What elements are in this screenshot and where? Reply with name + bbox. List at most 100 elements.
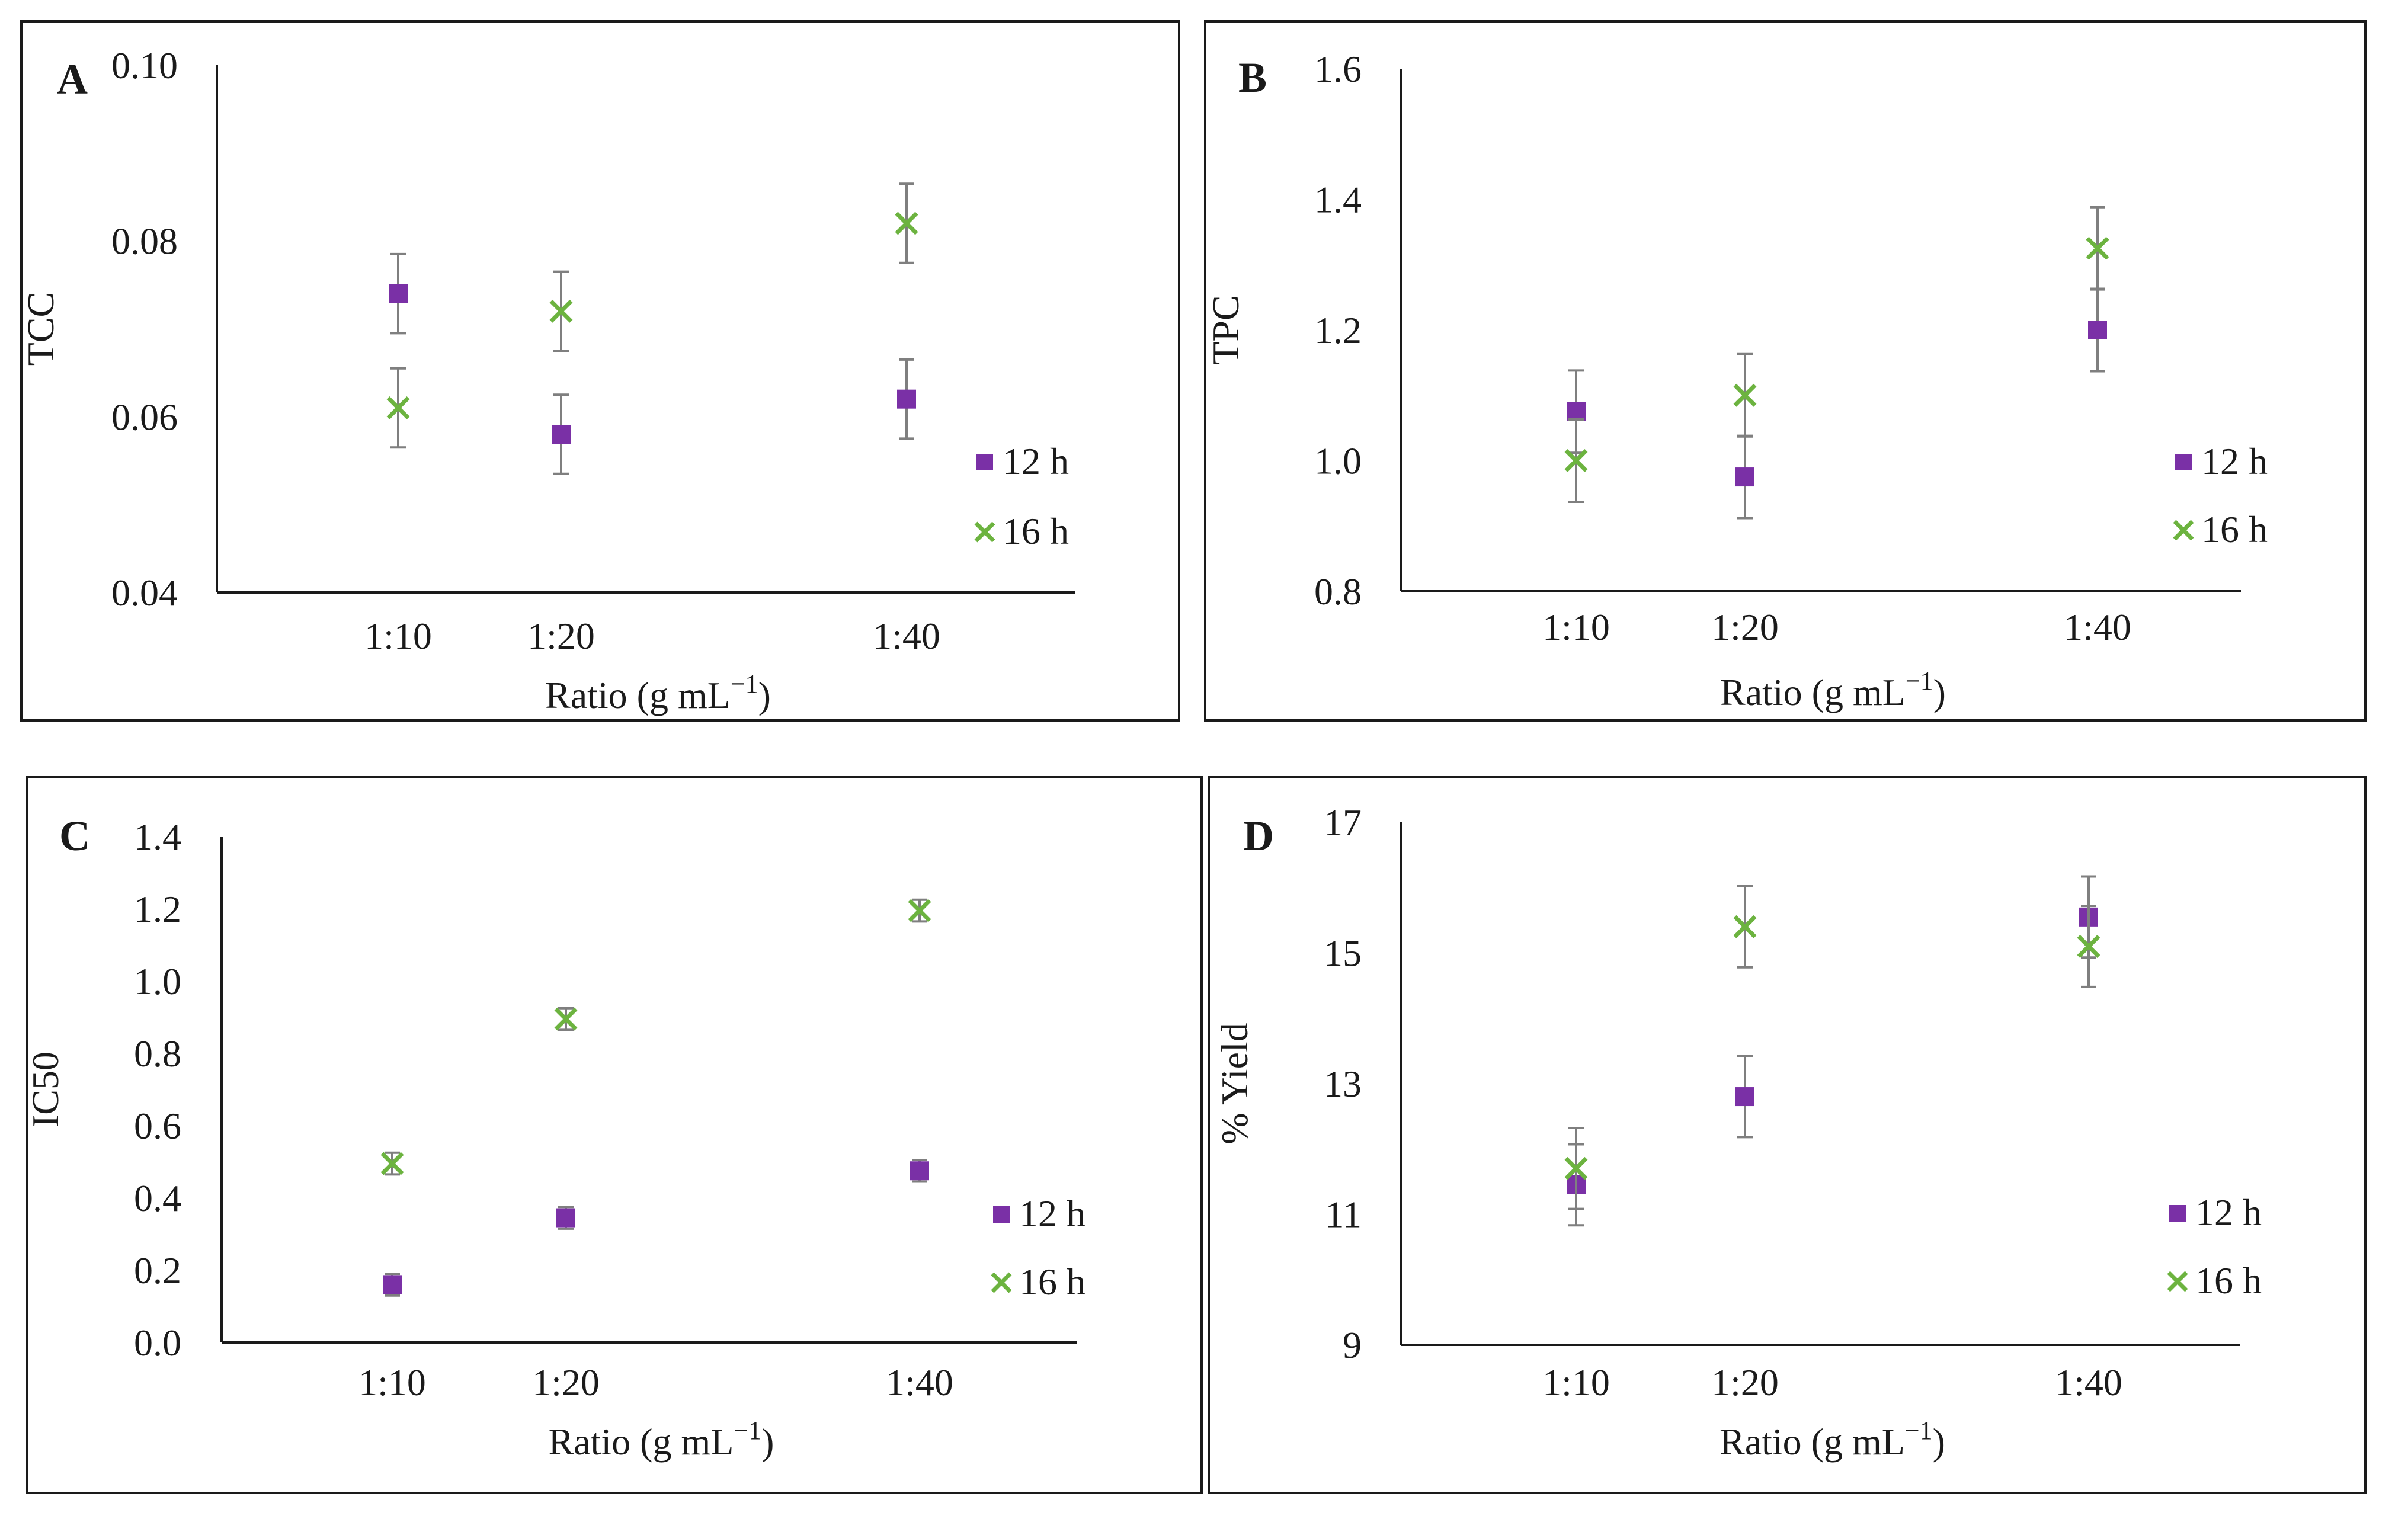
panel-d: D 9 11 13 15 17 1:10 1:20 1:40 Ratio (g mL−1) % Yi… [1208, 776, 2367, 1494]
y-tick-label: 1.2 [134, 888, 181, 930]
series-12h [389, 252, 916, 475]
data-point-16h [1733, 383, 1757, 407]
legend-label: 12 h [1003, 440, 1069, 482]
legend-marker-12h [2169, 1205, 2186, 1222]
legend-entry: 12 h [2175, 440, 2268, 482]
panel-label: C [59, 812, 90, 860]
data-point-12h [910, 1161, 929, 1181]
legend-label: 16 h [2201, 508, 2268, 550]
panel-c: C 0.0 0.2 0.4 0.6 0.8 1.0 1.2 1.4 1:10 1:20 1:40 Rat… [24, 776, 1203, 1494]
x-tick-label: 1:40 [886, 1361, 953, 1403]
y-tick-label: 11 [1325, 1194, 1362, 1236]
data-point-16h [549, 299, 573, 323]
data-point-16h-stroke-2 [1564, 1156, 1588, 1180]
data-point-16h-stroke-2 [895, 211, 918, 235]
data-point-16h-stroke-2 [908, 899, 931, 922]
legend-marker-12h [993, 1206, 1010, 1223]
series-16h [1564, 206, 2109, 503]
data-point-16h [1564, 1156, 1588, 1180]
data-point-16h [895, 211, 918, 235]
y-tick-label: 1.2 [1314, 309, 1362, 351]
x-axis-title: Ratio (g mL−1) [1720, 666, 1946, 713]
legend-marker-16h-stroke-2 [991, 1272, 1012, 1293]
data-point-12h [383, 1275, 402, 1294]
y-tick-label: 0.4 [134, 1177, 181, 1219]
legend-label: 16 h [1019, 1261, 1085, 1303]
legend-entry: 12 h [2169, 1191, 2262, 1233]
panel-label: D [1243, 812, 1274, 860]
data-point-16h-stroke-2 [380, 1152, 404, 1175]
legend-entry: 16 h [2173, 508, 2268, 550]
legend-marker-16h [2167, 1271, 2188, 1292]
data-point-16h-stroke-2 [549, 299, 573, 323]
x-tick-label: 1:10 [1542, 1361, 1610, 1403]
y-tick-label: 9 [1343, 1324, 1362, 1366]
x-axis-title: Ratio (g mL−1) [1719, 1416, 1945, 1463]
data-point-16h [386, 396, 410, 419]
y-tick-label: 15 [1324, 932, 1362, 975]
series-12h [1567, 875, 2098, 1227]
data-point-12h [1567, 402, 1586, 421]
data-point-12h [552, 425, 571, 444]
data-point-16h-stroke-2 [386, 396, 410, 419]
legend-label: 16 h [2195, 1260, 2262, 1302]
y-tick-label: 0.8 [1314, 571, 1362, 613]
legend-entry: 16 h [2167, 1260, 2262, 1302]
x-axis-title: Ratio (g mL−1) [549, 1416, 774, 1463]
legend-entry: 16 h [991, 1261, 1085, 1303]
y-tick-label: 13 [1324, 1063, 1362, 1105]
x-tick-label: 1:10 [364, 615, 432, 657]
series-12h [383, 1158, 929, 1297]
x-axis-title: Ratio (g mL−1) [545, 669, 771, 716]
y-tick-label: 0.08 [111, 220, 178, 262]
x-tick-label: 1:40 [2064, 606, 2131, 648]
data-point-16h [380, 1152, 404, 1175]
panel-frame [20, 20, 1180, 722]
y-tick-label: 0.06 [111, 396, 178, 438]
data-point-16h [908, 899, 931, 922]
y-axis-title: % Yield [1213, 1023, 1256, 1145]
legend-marker-16h [2173, 520, 2194, 541]
data-point-16h-stroke-2 [1733, 383, 1757, 407]
y-tick-label: 0.8 [134, 1033, 181, 1075]
legend-marker-12h [2175, 454, 2192, 470]
y-tick-label: 0.04 [111, 572, 178, 614]
panel-label: B [1238, 54, 1267, 101]
legend-label: 16 h [1003, 510, 1069, 552]
data-point-16h [554, 1007, 578, 1031]
y-tick-label: 1.0 [1314, 440, 1362, 482]
x-tick-label: 1:20 [527, 615, 595, 657]
legend-marker-16h-stroke-2 [974, 521, 995, 543]
legend-label: 12 h [2195, 1191, 2262, 1233]
legend-entry: 12 h [993, 1193, 1085, 1235]
series-16h [1564, 885, 2100, 1210]
legend-entry: 16 h [974, 510, 1069, 552]
data-point-16h-stroke-2 [2077, 935, 2100, 958]
panel-b: B 0.8 1.0 1.2 1.4 1.6 1:10 1:20 1:40 Ratio (g mL−… [1204, 20, 2367, 722]
y-tick-label: 0.2 [134, 1249, 181, 1292]
panel-a: A 0.04 0.06 0.08 0.10 1:10 1:20 1:40 Ratio (g mL… [20, 20, 1180, 722]
data-point-16h [2086, 236, 2109, 260]
data-point-16h-stroke-2 [2086, 236, 2109, 260]
legend-marker-16h [991, 1272, 1012, 1293]
y-tick-label: 1.0 [134, 960, 181, 1002]
y-tick-label: 1.4 [134, 816, 181, 858]
x-tick-label: 1:20 [532, 1361, 600, 1403]
data-point-12h [556, 1208, 575, 1228]
data-point-16h-stroke-2 [1564, 449, 1588, 472]
data-point-16h-stroke-2 [1733, 915, 1757, 938]
y-tick-label: 17 [1324, 802, 1362, 844]
x-tick-label: 1:20 [1711, 1361, 1779, 1403]
data-point-16h [2077, 935, 2100, 958]
x-tick-label: 1:40 [873, 615, 940, 657]
y-axis-title: IC50 [24, 1052, 66, 1127]
y-axis-title: TPC [1205, 295, 1247, 364]
legend-label: 12 h [2201, 440, 2268, 482]
panel-frame [1208, 776, 2367, 1494]
x-tick-label: 1:20 [1711, 606, 1779, 648]
legend-marker-16h-stroke-2 [2167, 1271, 2188, 1292]
y-tick-label: 0.6 [134, 1105, 181, 1147]
y-tick-label: 0.10 [111, 44, 178, 86]
data-point-12h [1735, 1087, 1754, 1107]
